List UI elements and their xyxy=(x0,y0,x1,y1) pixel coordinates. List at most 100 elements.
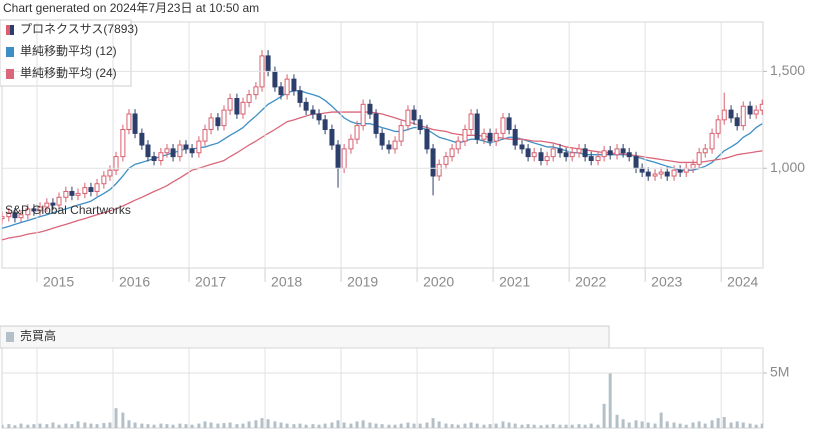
volume-bar xyxy=(754,424,758,428)
volume-bar xyxy=(596,424,600,428)
candle-body xyxy=(278,86,284,96)
x-tick-label: 2015 xyxy=(43,274,74,290)
candle-body xyxy=(601,150,607,158)
volume-bar xyxy=(317,424,321,428)
volume-bar xyxy=(627,422,631,428)
candle-body xyxy=(747,105,753,115)
candle-body xyxy=(462,129,468,142)
candle-body xyxy=(493,132,499,142)
volume-bar xyxy=(469,422,473,428)
volume-bar xyxy=(102,423,106,428)
volume-bar xyxy=(355,421,359,428)
volume-bar xyxy=(51,422,55,428)
candle-body xyxy=(595,156,601,161)
x-tick-label: 2020 xyxy=(423,274,454,290)
candle-body xyxy=(696,152,702,165)
candle-body xyxy=(208,117,214,131)
volume-bar xyxy=(741,422,745,428)
candle-body xyxy=(348,138,354,150)
candle-body xyxy=(645,171,651,177)
candle-body xyxy=(31,208,37,212)
candle-body xyxy=(196,140,202,154)
candle-body xyxy=(25,208,31,216)
candle-body xyxy=(715,119,721,134)
caption: Chart generated on 2024年7月23日 at 10:50 a… xyxy=(3,1,259,15)
candle-body xyxy=(550,148,556,158)
volume-bar xyxy=(475,423,479,428)
volume-bar xyxy=(615,414,619,428)
candle-body xyxy=(544,156,550,161)
candle-body xyxy=(690,163,696,169)
candle-body xyxy=(341,148,347,169)
volume-bar xyxy=(260,418,264,428)
volume-bar xyxy=(646,422,650,428)
candle-body xyxy=(107,169,113,177)
candle-body xyxy=(512,129,518,146)
volume-bar xyxy=(570,424,574,428)
volume-bar xyxy=(108,422,112,428)
volume-bar xyxy=(722,416,726,428)
volume-bar xyxy=(254,420,258,428)
volume-bar xyxy=(583,424,587,428)
volume-bar xyxy=(665,421,669,428)
volume-bar xyxy=(197,423,201,428)
volume-bar xyxy=(678,423,682,428)
candle-body xyxy=(500,117,506,134)
candle-body xyxy=(405,109,411,127)
volume-bar xyxy=(114,408,118,428)
volume-bar xyxy=(159,423,163,428)
legend-swatch xyxy=(6,332,14,342)
candle-body xyxy=(531,152,537,158)
candle-body xyxy=(658,171,664,175)
candle-body xyxy=(12,212,18,219)
volume-bar xyxy=(38,423,42,428)
watermark: S&P Global Chartworks xyxy=(5,203,131,217)
candle-body xyxy=(614,148,620,156)
volume-bar xyxy=(684,424,688,428)
candle-body xyxy=(335,144,341,169)
y-tick-label: 5M xyxy=(770,364,789,380)
legend-swatch xyxy=(6,69,14,79)
candle-body xyxy=(620,148,626,154)
volume-bar xyxy=(342,422,346,428)
candle-body xyxy=(753,109,759,115)
candle-body xyxy=(183,144,189,150)
volume-bar xyxy=(412,423,416,428)
candle-body xyxy=(202,129,208,142)
volume-bar xyxy=(228,422,232,428)
volume-bar xyxy=(121,412,125,428)
y-tick-label: 1,500 xyxy=(770,62,805,78)
candle-body xyxy=(367,103,373,115)
volume-bar xyxy=(710,420,714,428)
y-tick-label: 1,000 xyxy=(770,159,805,175)
candle-body xyxy=(354,125,360,140)
candle-body xyxy=(740,105,746,127)
candle-body xyxy=(37,206,43,212)
volume-bar xyxy=(374,423,378,428)
candle-body xyxy=(291,78,297,92)
candle-body xyxy=(284,78,290,96)
candle-body xyxy=(455,140,461,150)
candle-body xyxy=(221,109,227,127)
volume-bar xyxy=(83,422,87,428)
x-tick-label: 2024 xyxy=(727,274,758,290)
candle-body xyxy=(582,148,588,158)
volume-bar xyxy=(171,424,175,428)
volume-header xyxy=(0,325,610,349)
candle-body xyxy=(329,129,335,146)
volume-bar xyxy=(241,423,245,428)
candle-body xyxy=(379,132,385,146)
volume-bar xyxy=(140,423,144,428)
candle-body xyxy=(94,183,100,192)
candle-body xyxy=(576,148,582,154)
volume-bar xyxy=(545,424,549,428)
volume-bar xyxy=(209,422,213,428)
candle-body xyxy=(2,216,5,220)
volume-bar xyxy=(513,423,517,428)
volume-bar xyxy=(165,424,169,428)
candle-body xyxy=(177,144,183,158)
volume-bar xyxy=(418,423,422,428)
volume-bar xyxy=(501,421,505,428)
volume-bar xyxy=(127,420,131,428)
candle-body xyxy=(506,117,512,131)
